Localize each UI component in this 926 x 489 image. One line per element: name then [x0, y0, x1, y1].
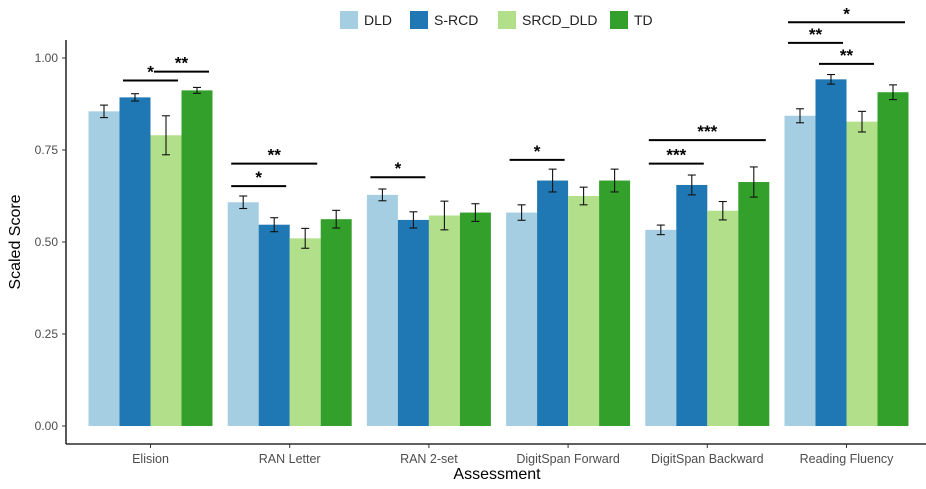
legend-swatch-dld — [340, 11, 358, 29]
error-bar — [332, 209, 341, 229]
error-bar — [440, 200, 449, 231]
significance-label: ** — [175, 54, 189, 73]
x-tick-label: DigitSpan Forward — [516, 452, 620, 466]
bar — [397, 219, 429, 426]
error-bar — [162, 115, 170, 156]
bar — [181, 90, 213, 426]
bar — [815, 79, 847, 427]
x-tick-label: Reading Fluency — [800, 452, 895, 466]
error-bar — [796, 108, 804, 124]
significance-label: * — [395, 159, 402, 178]
significance-label: ** — [840, 46, 854, 65]
legend: DLD S-RCD SRCD_DLD TD — [340, 11, 653, 29]
error-bar — [749, 166, 758, 198]
bar — [537, 180, 569, 426]
error-bar — [827, 74, 835, 85]
bar — [676, 184, 708, 426]
error-bar — [656, 224, 665, 236]
bar — [227, 202, 259, 426]
y-tick-label: 1.00 — [35, 51, 59, 65]
significance-label: * — [255, 168, 262, 187]
y-tick-label: 0.25 — [35, 327, 59, 341]
error-bar — [579, 186, 588, 206]
bar — [599, 180, 631, 426]
error-bar — [239, 195, 248, 210]
bar — [289, 238, 321, 426]
bar — [506, 212, 538, 426]
plot-area: * ******* *********** — [88, 4, 909, 427]
x-tick-label: DigitSpan Backward — [651, 452, 764, 466]
error-bar — [409, 211, 418, 229]
error-bar — [131, 93, 139, 102]
significance-label: *** — [666, 146, 686, 165]
error-bar — [100, 104, 108, 119]
significance-label: ** — [268, 146, 282, 165]
bar — [846, 121, 878, 426]
error-bar — [301, 227, 310, 249]
bar — [784, 115, 816, 426]
y-tick-label: 0.00 — [35, 419, 59, 433]
legend-swatch-s-rcd — [410, 11, 428, 29]
error-bar — [718, 200, 727, 221]
bar — [150, 135, 182, 426]
legend-swatch-td — [610, 11, 628, 29]
y-tick-label: 0.75 — [35, 143, 59, 157]
legend-label: DLD — [364, 12, 392, 28]
axes: 0.00 0.25 0.50 0.75 1.00 Elision RAN Letter RAN… — [7, 40, 926, 483]
significance-label: * — [147, 62, 154, 81]
significance-label: * — [843, 4, 850, 23]
bar — [877, 92, 909, 426]
error-bar — [687, 174, 696, 196]
bar — [568, 196, 600, 426]
y-axis-title: Scaled Score — [7, 194, 24, 289]
significance-label: * — [534, 142, 541, 161]
legend-label: SRCD_DLD — [522, 12, 597, 28]
x-tick-label: RAN 2-set — [400, 452, 458, 466]
bar — [428, 215, 460, 426]
legend-label: TD — [634, 12, 653, 28]
error-bar — [471, 203, 480, 222]
error-bar — [610, 168, 619, 193]
error-bar — [270, 217, 279, 233]
error-bar — [548, 168, 557, 193]
bar — [459, 212, 491, 426]
error-bar — [193, 86, 201, 94]
bar — [707, 210, 739, 426]
x-axis-title: Assessment — [453, 466, 541, 483]
x-tick-label: Elision — [132, 452, 169, 466]
y-tick-label: 0.50 — [35, 235, 59, 249]
bar — [738, 182, 770, 426]
error-bar — [889, 84, 897, 101]
error-bar — [517, 204, 526, 221]
significance-label: *** — [697, 122, 717, 141]
error-bar — [378, 188, 387, 202]
legend-swatch-srcd-dld — [498, 11, 516, 29]
significance-label: ** — [809, 25, 823, 44]
bar — [645, 229, 677, 426]
error-bar — [858, 110, 866, 133]
bar — [119, 97, 151, 426]
bar — [88, 111, 120, 427]
bar — [366, 194, 398, 426]
bar — [320, 219, 352, 426]
bar — [258, 224, 290, 426]
legend-label: S-RCD — [434, 12, 478, 28]
x-tick-label: RAN Letter — [259, 452, 321, 466]
